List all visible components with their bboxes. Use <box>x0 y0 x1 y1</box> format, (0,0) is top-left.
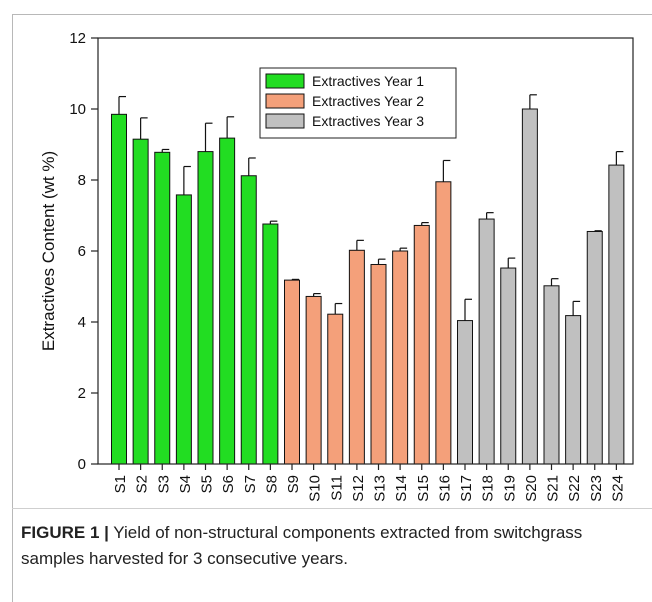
x-tick-label: S12 <box>350 475 367 502</box>
bar <box>435 181 452 465</box>
x-tick-label: S11 <box>328 475 345 501</box>
legend-swatch <box>265 73 305 89</box>
legend: Extractives Year 1 Extractives Year 2 Extr… <box>259 67 457 139</box>
y-tick-label: 12 <box>69 30 86 47</box>
x-tick-label: S10 <box>307 475 324 502</box>
bar <box>175 194 192 465</box>
y-tick-label: 0 <box>78 456 86 473</box>
bar <box>370 263 387 465</box>
figure-caption: FIGURE 1 | Yield of non-structural compo… <box>21 520 636 572</box>
x-tick-label: S4 <box>177 475 194 493</box>
legend-swatch <box>265 93 305 109</box>
legend-swatch <box>265 113 305 129</box>
bar <box>392 250 409 465</box>
bar <box>197 151 214 465</box>
bar <box>413 224 430 465</box>
bar <box>500 267 517 465</box>
bar <box>305 295 322 465</box>
bar <box>608 164 625 465</box>
x-tick-label: S14 <box>393 475 410 502</box>
bar <box>132 138 149 465</box>
y-tick-label: 6 <box>78 243 86 260</box>
x-tick-label: S16 <box>436 475 453 502</box>
left-divider <box>12 14 13 602</box>
bar <box>586 230 603 465</box>
legend-label: Extractives Year 2 <box>312 93 424 109</box>
x-tick-label: S18 <box>480 475 497 502</box>
x-tick-label: S20 <box>523 475 540 502</box>
x-tick-label: S6 <box>220 475 237 493</box>
bar <box>543 285 560 465</box>
bar <box>154 151 171 465</box>
y-axis-label: Extractives Content (wt %) <box>39 151 58 351</box>
x-tick-label: S23 <box>588 475 605 502</box>
x-tick-label: S3 <box>155 475 172 493</box>
legend-label: Extractives Year 3 <box>312 113 424 129</box>
bar <box>327 313 344 465</box>
x-tick-label: S2 <box>134 475 151 493</box>
x-tick-label: S19 <box>501 475 518 502</box>
x-tick-label: S9 <box>285 475 302 493</box>
caption-label: FIGURE 1 | <box>21 523 109 542</box>
x-tick-label: S15 <box>415 475 432 502</box>
bar <box>457 320 473 465</box>
y-tick-label: 10 <box>69 101 86 118</box>
bar <box>284 279 300 465</box>
x-tick-label: S21 <box>545 475 562 502</box>
bar <box>348 249 365 465</box>
y-tick-label: 2 <box>78 385 86 402</box>
x-tick-label: S1 <box>112 475 129 493</box>
caption-divider <box>12 508 652 509</box>
bar <box>565 315 582 465</box>
caption-text: Yield of non-structural components extra… <box>21 523 583 568</box>
x-tick-label: S13 <box>372 475 389 502</box>
bar <box>240 175 257 465</box>
legend-label: Extractives Year 1 <box>312 73 424 89</box>
x-tick-label: S8 <box>263 475 280 493</box>
x-tick-label: S5 <box>199 475 216 493</box>
bar <box>521 108 538 465</box>
top-divider <box>12 14 652 15</box>
x-tick-label: S17 <box>458 475 475 502</box>
x-tick-label: S24 <box>609 475 626 502</box>
y-tick-label: 8 <box>78 172 86 189</box>
bar <box>111 113 127 465</box>
x-tick-label: S22 <box>566 475 583 502</box>
bar <box>262 223 279 465</box>
x-tick-label: S7 <box>242 475 259 493</box>
bar <box>478 218 495 465</box>
y-tick-label: 4 <box>78 314 86 331</box>
bar <box>219 137 236 465</box>
